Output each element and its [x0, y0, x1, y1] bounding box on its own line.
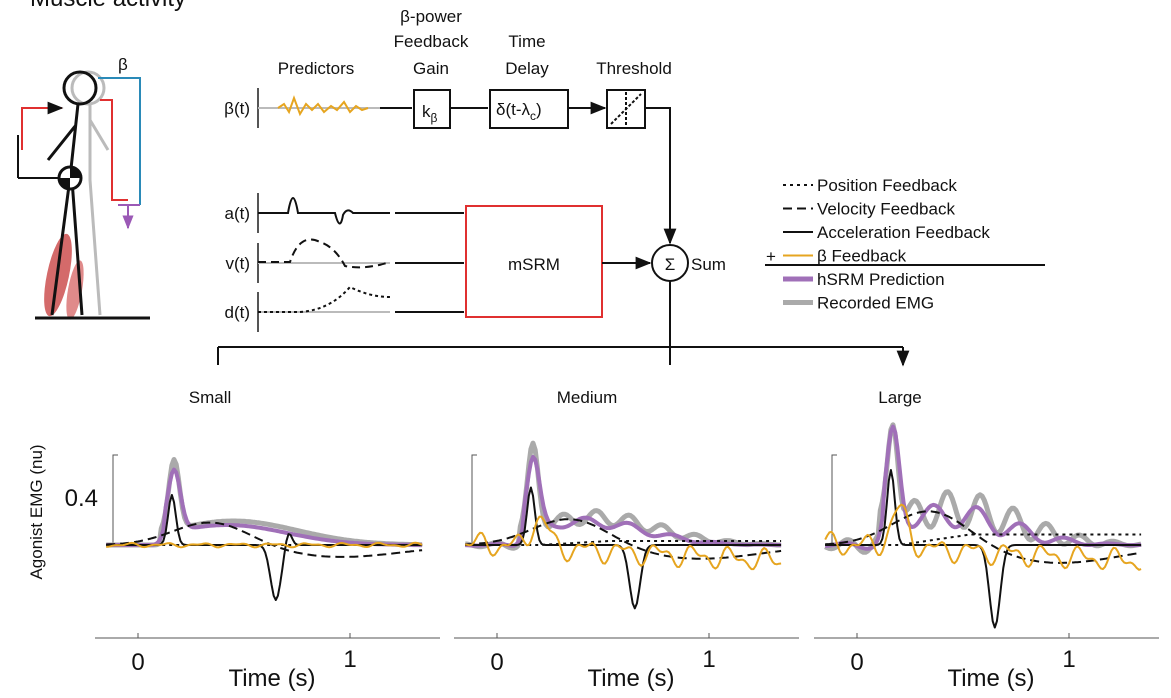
gain-base: k	[422, 102, 431, 121]
delay-sub: c	[530, 109, 536, 123]
header-label: Threshold	[596, 59, 672, 78]
sum-label: Sum	[691, 255, 726, 274]
header-label: Predictors	[278, 59, 355, 78]
header-label: Delay	[505, 59, 549, 78]
gain-sub: β	[431, 111, 438, 125]
y-tick-label: 0.4	[65, 485, 98, 512]
x-tick-label: 0	[490, 649, 503, 676]
block-diagram	[217, 89, 903, 365]
signal-label: β(t)	[224, 99, 250, 118]
y-axis-label: Agonist EMG (nu)	[27, 444, 46, 579]
legend-label: Recorded EMG	[817, 294, 934, 313]
delay-block: δ(t-λc)	[496, 100, 542, 123]
header-label: Gain	[413, 59, 449, 78]
x-tick-label: 0	[131, 649, 144, 676]
legend: Position Feedback Velocity Feedback Accele…	[783, 176, 990, 313]
legend-plus: +	[766, 247, 776, 266]
panel-title: Large	[878, 388, 921, 407]
x-tick-label: 1	[343, 646, 356, 673]
beta-feedback	[824, 503, 1142, 571]
feedback-label: β	[118, 55, 128, 74]
signal-traces	[257, 88, 391, 332]
scale-bracket	[471, 454, 477, 546]
x-axis-label: Time (s)	[947, 665, 1034, 692]
header-label: β-power	[400, 7, 462, 26]
legend-label: β Feedback	[817, 247, 907, 266]
signal-label: a(t)	[225, 204, 251, 223]
acceleration-feedback	[465, 486, 782, 610]
velocity-feedback	[825, 510, 1142, 564]
hsrm-prediction	[825, 424, 1142, 551]
beta-feedback	[465, 515, 782, 571]
header-title: Muscle activity	[30, 0, 186, 12]
emg-recorded	[464, 440, 782, 551]
stick-figure	[17, 70, 150, 320]
model-block: mSRM	[508, 255, 560, 274]
scale-bracket	[112, 454, 118, 546]
panel-title: Small	[189, 388, 232, 407]
header-label: Time	[508, 32, 545, 51]
sum-symbol: Σ	[665, 255, 676, 274]
signal-label: v(t)	[225, 254, 250, 273]
delay-base: δ(t-λ	[496, 100, 531, 119]
header-label: Feedback	[394, 32, 469, 51]
panels: Small 0 1 Time (s) Medium 0 1 Time (s) Large 0 1 Ti…	[95, 388, 1159, 692]
x-axis-label: Time (s)	[228, 665, 315, 692]
x-tick-label: 1	[1062, 646, 1075, 673]
delay-tail: )	[536, 100, 542, 119]
velocity-feedback	[106, 521, 423, 558]
legend-label: hSRM Prediction	[817, 270, 945, 289]
gain-block: kβ	[422, 102, 438, 125]
panel-title: Medium	[557, 388, 617, 407]
scale-bracket	[831, 454, 837, 546]
x-axis-label: Time (s)	[587, 665, 674, 692]
x-tick-label: 1	[702, 646, 715, 673]
emg-recorded	[105, 457, 423, 548]
velocity-feedback	[465, 518, 782, 560]
acceleration-feedback	[106, 494, 423, 601]
legend-label: Position Feedback	[817, 176, 957, 195]
acceleration-feedback	[825, 469, 1142, 629]
hsrm-prediction	[106, 467, 423, 547]
legend-label: Velocity Feedback	[817, 200, 955, 219]
beta-feedback	[106, 541, 423, 549]
hsrm-prediction	[465, 455, 782, 548]
x-tick-label: 0	[850, 649, 863, 676]
signal-label: d(t)	[225, 303, 251, 322]
legend-label: Acceleration Feedback	[817, 223, 990, 242]
